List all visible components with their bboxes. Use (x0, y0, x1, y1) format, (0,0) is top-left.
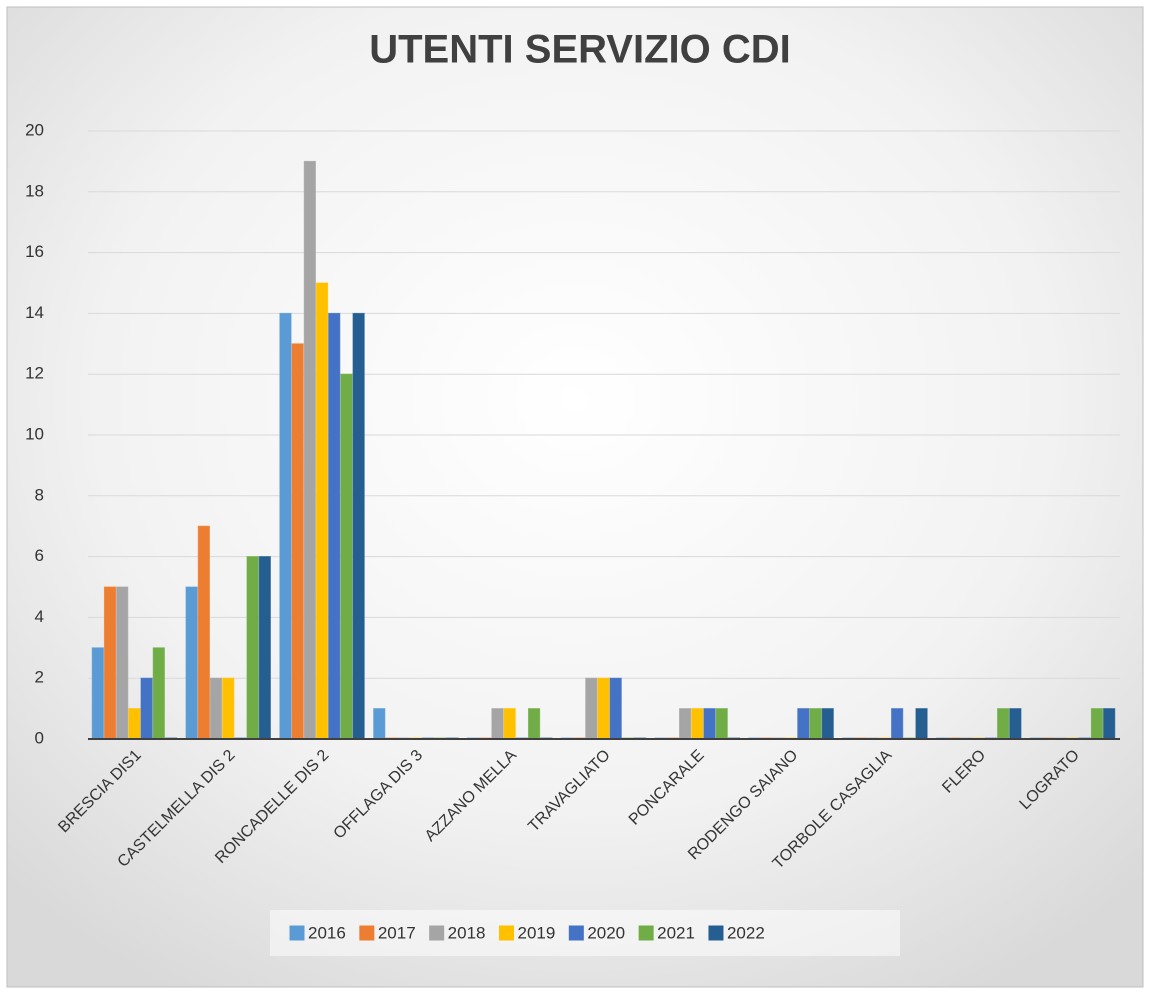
y-tick-label: 10 (25, 424, 44, 443)
bar (1090, 708, 1104, 740)
bar (152, 647, 165, 740)
bar (352, 312, 365, 740)
y-tick-label: 16 (25, 242, 44, 261)
bar (340, 373, 353, 740)
y-tick-label: 18 (25, 181, 44, 200)
bar (103, 586, 117, 740)
legend-swatch (498, 925, 514, 941)
bar (609, 677, 622, 740)
bar (291, 343, 304, 740)
y-tick-label: 20 (25, 120, 44, 139)
bar (222, 677, 235, 740)
legend-swatch (429, 925, 445, 941)
bar (703, 708, 716, 740)
bar (809, 708, 822, 740)
bar (503, 708, 516, 740)
y-tick-label: 0 (35, 728, 44, 747)
y-tick-label: 8 (35, 485, 44, 504)
y-tick-label: 14 (25, 303, 44, 322)
legend-swatch (568, 925, 584, 941)
chart-title: UTENTI SERVIZIO CDI (369, 28, 791, 72)
bar (891, 708, 904, 740)
y-tick-label: 12 (25, 364, 44, 383)
bar (279, 312, 292, 740)
bar (197, 525, 210, 740)
legend-label: 2017 (378, 923, 416, 942)
bar (491, 708, 504, 740)
bar (915, 708, 928, 740)
legend-box (270, 910, 900, 956)
y-tick-label: 6 (35, 546, 44, 565)
bar (715, 708, 728, 740)
legend-label: 2018 (448, 923, 486, 942)
bar (597, 677, 610, 740)
bar (1103, 708, 1116, 740)
bar (315, 282, 329, 740)
bar (679, 708, 692, 740)
bar (91, 647, 104, 740)
bar (328, 312, 341, 740)
legend-swatch (359, 925, 375, 941)
bar (246, 556, 259, 740)
bar (1009, 708, 1022, 740)
bar (373, 708, 386, 740)
legend-swatch (708, 925, 724, 941)
legend-label: 2016 (308, 923, 346, 942)
bar (691, 708, 704, 740)
legend-swatch (289, 925, 305, 941)
bar (821, 708, 834, 740)
legend-label: 2019 (517, 923, 555, 942)
bar (140, 677, 153, 740)
bar (128, 708, 141, 740)
chart-background (6, 6, 1144, 988)
bar (185, 586, 198, 740)
bar (527, 708, 541, 740)
bar (997, 708, 1010, 740)
bar (116, 586, 129, 740)
y-tick-label: 2 (35, 668, 44, 687)
bar (585, 677, 598, 740)
bar (797, 708, 810, 740)
legend-label: 2022 (727, 923, 765, 942)
bar (258, 556, 271, 740)
legend-label: 2021 (657, 923, 695, 942)
bar (303, 160, 316, 740)
bar (209, 677, 223, 740)
y-tick-label: 4 (35, 607, 44, 626)
legend-swatch (638, 925, 654, 941)
legend-label: 2020 (587, 923, 625, 942)
